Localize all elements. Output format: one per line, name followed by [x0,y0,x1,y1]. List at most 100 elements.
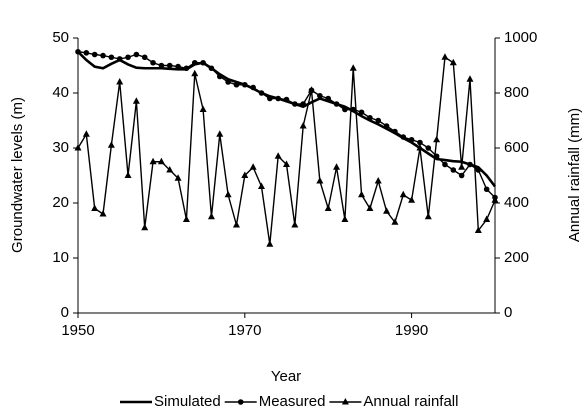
data-point [467,161,473,168]
data-point [350,106,357,113]
legend-label: Simulated [154,393,221,410]
data-point [399,190,407,198]
data-point [358,109,365,116]
data-point [100,52,106,59]
data-point [141,54,148,61]
data-point [333,101,340,107]
data-point [258,90,265,96]
data-point [408,136,415,143]
y2-tick-label: 800 [504,84,529,101]
data-point [483,186,490,193]
data-point [299,122,307,129]
data-point [132,97,140,104]
data-point [75,48,81,55]
data-point [474,226,482,233]
data-point [450,167,457,173]
data-point [342,106,348,113]
data-point [125,54,131,61]
data-point [367,114,373,121]
data-point [358,190,366,198]
data-point [149,157,157,165]
data-point [116,78,124,85]
data-point [224,190,232,198]
y-tick-label: 40 [52,84,69,101]
data-point [200,59,206,66]
data-point [442,161,448,168]
data-point [441,53,449,60]
data-point [91,204,99,211]
data-point [249,163,257,170]
y-tick-label: 0 [61,304,69,321]
y2-tick-label: 1000 [504,29,537,46]
data-point [191,69,199,77]
data-point [250,84,256,91]
y2-tick-label: 600 [504,139,529,156]
x-axis-title: Year [271,368,301,385]
y2-tick-label: 400 [504,194,529,211]
data-point [392,128,398,135]
data-point [267,95,273,102]
data-point [433,135,441,143]
data-point [417,139,423,146]
data-point [408,196,416,203]
data-point [191,59,198,66]
y-tick-label: 20 [52,194,69,211]
data-point [166,62,173,69]
data-point [182,215,190,222]
data-point [292,101,298,107]
data-point [300,101,306,107]
data-point [466,75,474,82]
data-point [266,240,274,247]
data-point [232,221,240,228]
data-point [207,212,215,220]
data-point [458,163,466,170]
data-point [491,196,499,203]
data-point [242,81,248,88]
data-point [83,50,90,56]
data-point [449,58,457,66]
data-point [333,163,341,170]
data-point [366,204,374,211]
data-point [475,167,482,173]
data-point [158,62,165,69]
data-point [375,117,382,124]
data-point [99,210,107,217]
data-point [233,81,240,88]
data-point [108,54,115,61]
data-point [141,223,149,231]
data-point [74,144,82,151]
data-point [116,56,123,62]
data-point [308,86,316,93]
data-point [107,141,115,148]
data-point [483,215,491,222]
legend-label: Measured [259,393,326,410]
data-point [400,134,407,140]
data-point [216,73,223,80]
x-tick-label: 1970 [228,322,261,339]
y-tick-label: 50 [52,29,69,46]
legend-marker [237,399,244,405]
x-tick-label: 1990 [395,322,428,339]
data-point [425,145,432,151]
legend-marker [341,398,349,405]
data-point [91,51,98,58]
y2-tick-label: 200 [504,249,529,266]
data-point [383,207,391,214]
data-point [416,144,424,151]
data-point [124,171,132,178]
data-point [374,177,382,184]
data-point [283,96,290,103]
data-point [424,212,432,220]
data-point [391,218,399,225]
data-point [183,65,190,72]
data-point [225,79,231,85]
y2-axis-title: Annual rainfall (mm) [566,108,583,242]
data-point [133,51,140,58]
data-point [175,63,181,70]
data-point [216,130,224,137]
y2-tick-label: 0 [504,304,512,321]
y-tick-label: 30 [52,139,69,156]
data-point [241,171,249,178]
data-point [341,215,349,222]
